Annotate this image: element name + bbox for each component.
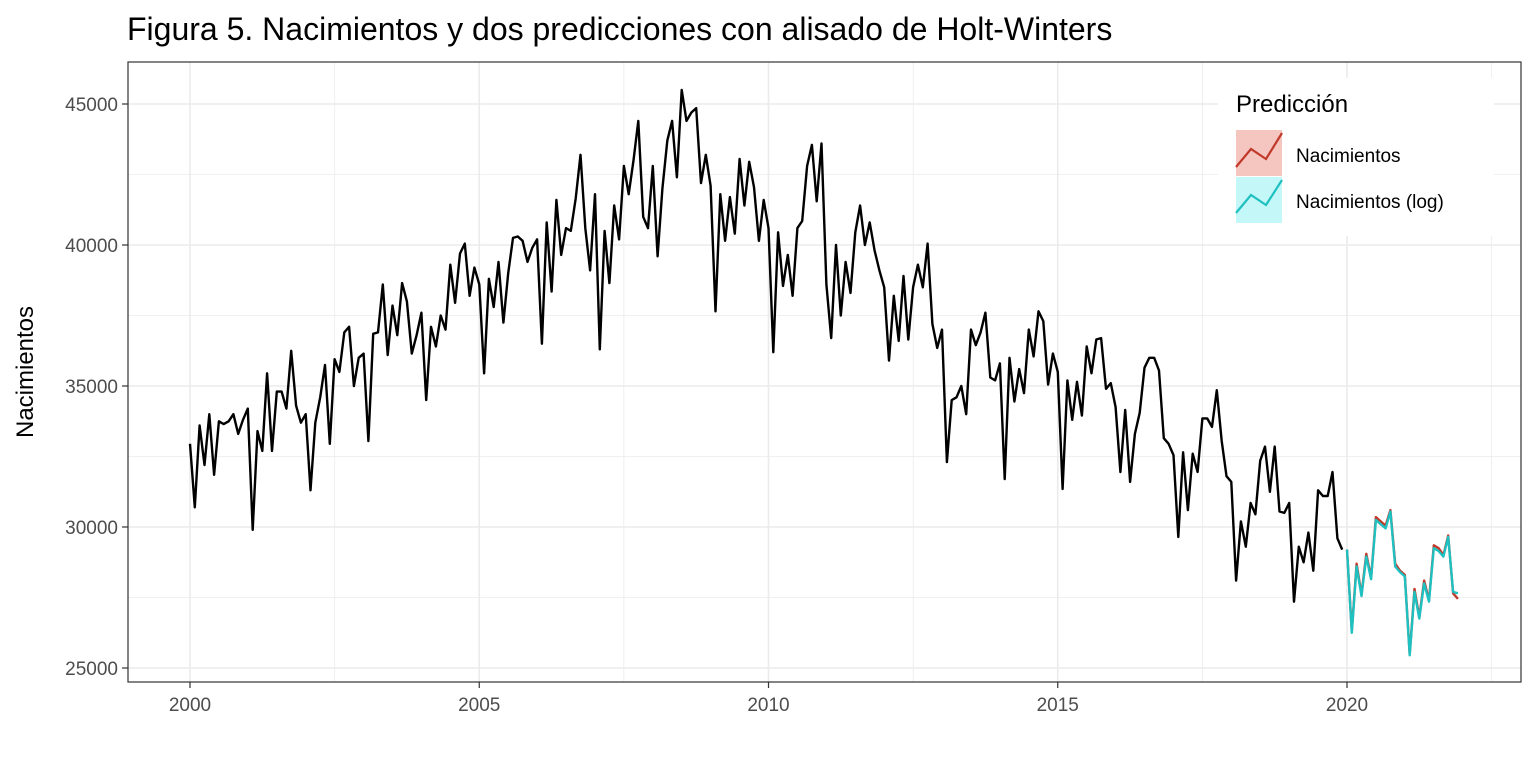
y-tick-label: 40000 [65,236,118,257]
x-tick-label: 2000 [169,695,211,716]
legend-line-nacimientos [1235,132,1283,168]
prediction-line-nacimientos-log [1345,510,1459,657]
x-tick-label: 2015 [1037,695,1079,716]
legend-line-nacimientos-log [1235,179,1283,214]
axes: 2000 2005 2010 2015 2020 25000 30000 35000 40000… [65,95,1368,716]
series-layer [188,88,1459,657]
y-tick-label: 35000 [65,377,118,398]
legend-title: Predicción [1236,91,1348,118]
legend-key-nacimientos [1236,130,1282,176]
x-tick-label: 2010 [747,695,789,716]
y-tick-label: 25000 [65,659,118,680]
y-axis-title: Nacimientos [12,306,39,438]
x-tick-label: 2020 [1326,695,1368,716]
legend-label-nacimientos-log: Nacimientos (log) [1296,192,1444,213]
legend: Predicción Nacimientos Nacimientos (log) [1218,78,1494,236]
panel-border [127,61,1522,683]
x-tick-label: 2005 [458,695,500,716]
observed-line [188,88,1344,603]
legend-label-nacimientos: Nacimientos [1296,146,1401,167]
chart-title: Figura 5. Nacimientos y dos predicciones… [127,11,1112,47]
y-tick-label: 30000 [65,518,118,539]
y-tick-label: 45000 [65,95,118,116]
